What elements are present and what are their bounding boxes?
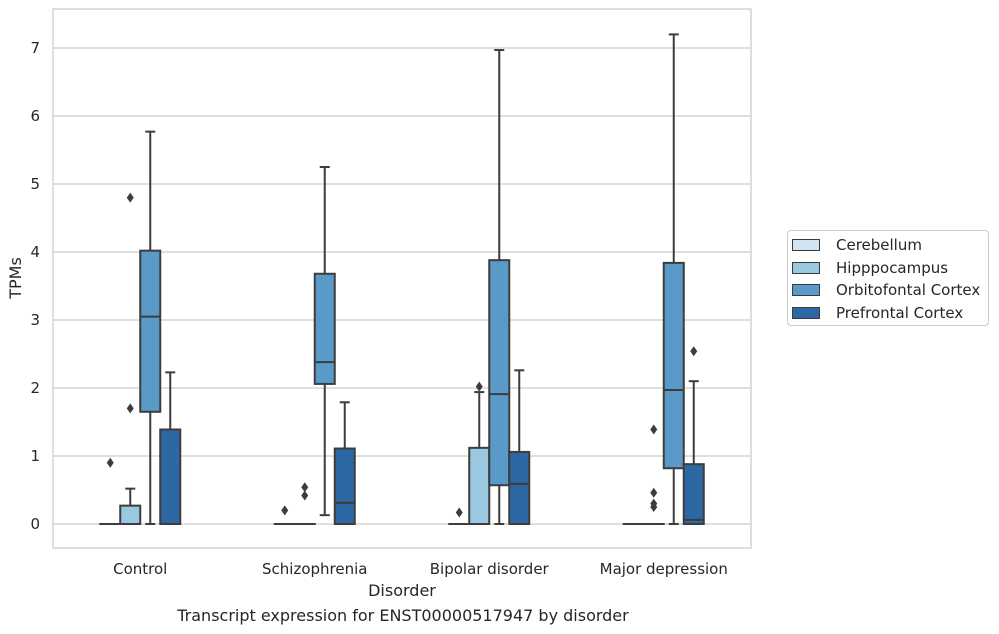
box-group	[313, 166, 336, 517]
x-tick-label: Major depression	[600, 560, 728, 578]
outlier-point	[106, 457, 114, 468]
outlier-point	[690, 346, 698, 357]
y-axis-label: TPMs	[6, 257, 25, 300]
box	[508, 450, 531, 526]
legend: Cerebellum Hipppocampus Orbitofontal Corte…	[787, 230, 989, 326]
legend-item: Prefrontal Cortex	[792, 302, 963, 324]
outlier-point	[650, 487, 658, 498]
x-tick-labels: Control Schizophrenia Bipolar disorder Majo…	[113, 560, 728, 578]
y-tick-label: 0	[30, 515, 40, 533]
box-group	[333, 401, 356, 525]
legend-label: Orbitofontal Cortex	[836, 281, 981, 299]
legend-label: Prefrontal Cortex	[836, 303, 964, 322]
box	[682, 463, 705, 526]
box-group	[488, 49, 511, 525]
boxes	[99, 33, 705, 526]
box-group	[139, 130, 162, 525]
outlier-point	[126, 192, 134, 203]
box-group	[293, 482, 316, 526]
outlier-point	[650, 424, 658, 435]
x-tick-label: Schizophrenia	[262, 560, 367, 578]
outlier-point	[126, 403, 134, 414]
legend-swatch	[792, 284, 820, 296]
legend-item: Hipppocampus	[792, 257, 948, 279]
legend-label: Cerebellum	[836, 236, 922, 254]
legend-swatch	[792, 261, 820, 274]
y-tick-label: 5	[30, 175, 40, 193]
box-group	[468, 381, 491, 525]
y-tick-label: 1	[30, 447, 40, 465]
y-tick-label: 4	[30, 243, 40, 261]
box-group	[682, 346, 705, 526]
outlier-point	[301, 490, 309, 501]
legend-label: Hipppocampus	[836, 258, 949, 277]
outlier-point	[455, 507, 463, 518]
box-group	[159, 371, 182, 526]
outlier-point	[301, 482, 309, 493]
box-group	[273, 505, 296, 526]
box	[159, 428, 182, 526]
box	[662, 261, 685, 470]
box-group	[99, 457, 122, 526]
outlier-point	[475, 381, 483, 392]
box-group	[662, 33, 685, 525]
y-tick-label: 2	[30, 379, 40, 397]
plot-frame	[52, 8, 752, 549]
figure-caption: Transcript expression for ENST0000051794…	[177, 606, 629, 625]
x-axis-label: Disorder	[368, 581, 436, 600]
y-tick-label: 6	[30, 107, 40, 125]
box-group	[642, 424, 665, 526]
box	[488, 259, 511, 487]
box-group	[119, 192, 142, 526]
box	[468, 446, 491, 525]
outlier-point	[650, 502, 658, 512]
legend-swatch	[792, 239, 820, 251]
box	[333, 447, 356, 525]
y-tick-label: 7	[30, 39, 40, 57]
legend-item: Cerebellum	[792, 234, 922, 256]
y-tick-label: 3	[30, 311, 40, 329]
box	[139, 249, 162, 413]
outlier-point	[281, 505, 289, 516]
x-tick-label: Bipolar disorder	[430, 560, 550, 578]
box-group	[448, 507, 471, 526]
y-tick-labels: 0 1 2 3 4 5 6 7	[30, 39, 40, 533]
box	[313, 272, 336, 385]
box	[119, 504, 142, 526]
x-tick-label: Control	[113, 560, 167, 578]
box-group	[508, 369, 531, 526]
legend-swatch	[792, 306, 820, 319]
legend-item: Orbitofontal Cortex	[792, 279, 980, 301]
